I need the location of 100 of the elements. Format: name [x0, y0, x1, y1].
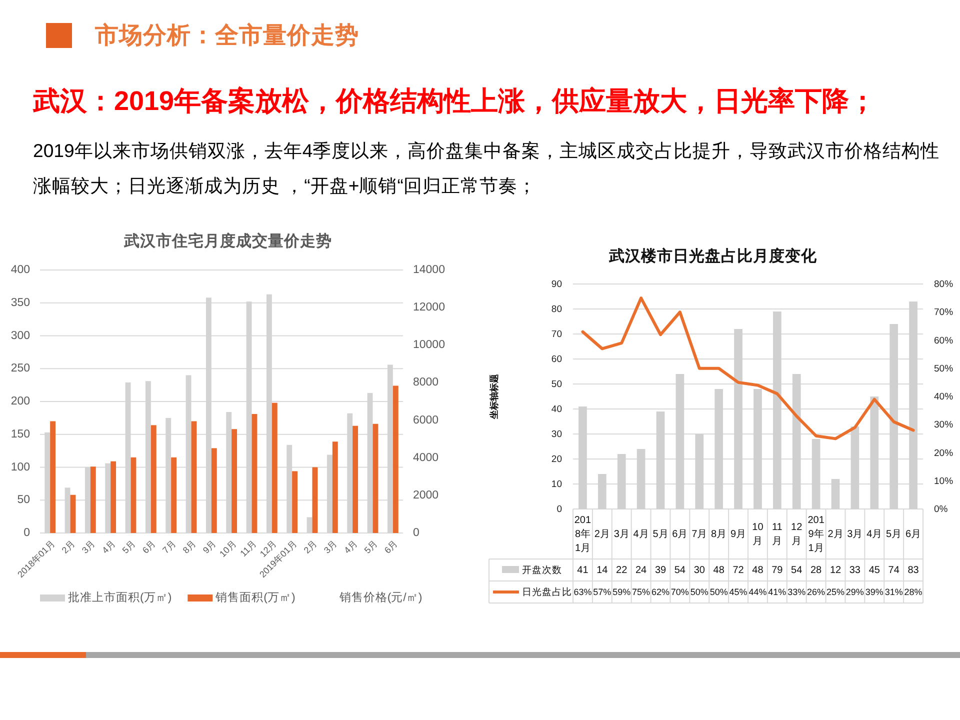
x-tick-label: 2月: [302, 538, 319, 556]
data-label: 70%: [670, 587, 689, 597]
data-label: 59%: [612, 587, 631, 597]
data-label: 33: [849, 564, 861, 576]
bar: [332, 442, 338, 533]
x-tick-label: 4月: [100, 538, 118, 556]
x-tick-label: 9月: [200, 538, 218, 556]
bar: [50, 421, 56, 533]
data-label: 39%: [865, 587, 884, 597]
chart-title: 武汉楼市日光盘占比月度变化: [608, 246, 818, 265]
text: 2019年以来市场供销双涨，去年4季度以来，高价盘集中备案，主城区成交占比提升，导致武汉市价格结构性涨幅较大；日光逐渐成为历史 ，“开盘+顺销“回归正常节奏；: [33, 140, 940, 196]
y-tick-label: 250: [10, 362, 30, 375]
data-label: 79: [772, 564, 784, 576]
x-tick-label: 12月: [791, 522, 803, 546]
data-label: 24: [635, 564, 648, 576]
y2-tick-label: 2000: [413, 489, 439, 502]
x-tick-label: 7月: [692, 528, 708, 540]
y-tick-label: 90: [551, 278, 562, 290]
data-label: 29%: [846, 587, 864, 597]
x-tick-label: 2018年1月: [574, 514, 592, 554]
data-label: 22: [616, 564, 628, 576]
x-tick-label: 4月: [342, 538, 360, 556]
bar: [110, 461, 116, 533]
bar: [171, 457, 177, 533]
x-tick-label: 8月: [711, 528, 727, 540]
bar: [90, 466, 96, 533]
data-label: 74: [888, 564, 900, 576]
y2-tick-label: 60%: [934, 334, 954, 346]
data-label: 83: [908, 564, 920, 576]
bar: [211, 448, 217, 533]
data-label: 30: [694, 564, 706, 576]
x-tick-label: 2019年1月: [808, 514, 825, 554]
bar: [392, 386, 398, 533]
legend-label: 开盘次数: [522, 564, 562, 576]
y2-tick-label: 14000: [413, 264, 445, 276]
y-tick-label: 400: [10, 264, 30, 276]
y-tick-label: 300: [10, 330, 30, 342]
x-tick-label: 2月: [594, 528, 610, 540]
x-tick-label: 6月: [672, 528, 688, 540]
legend-label: 批准上市面积(万㎡): [68, 590, 172, 604]
data-label: 63%: [574, 587, 592, 597]
x-tick-label: 4月: [633, 528, 649, 540]
x-tick-label: 3月: [847, 528, 863, 540]
data-label: 75%: [632, 587, 650, 597]
data-label: 12: [830, 564, 842, 576]
x-tick-label: 5月: [120, 538, 138, 556]
data-label: 25%: [826, 587, 845, 597]
data-label: 14: [596, 564, 608, 576]
y-tick-label: 200: [10, 396, 30, 408]
y-tick-label: 0: [24, 527, 30, 539]
data-label: 45: [868, 564, 880, 576]
y-tick-label: 350: [10, 296, 30, 309]
x-tick-label: 6月: [905, 528, 922, 540]
bar: [150, 425, 156, 533]
x-tick-label: 2月: [60, 538, 77, 556]
bar: [372, 424, 378, 533]
legend-label: 销售面积(万㎡): [214, 591, 296, 604]
y-tick-label: 40: [551, 404, 562, 414]
y-tick-label: 60: [551, 354, 562, 364]
text: 武汉：2019年备案放松，价格结构性上涨，供应量放大，日光率下降；: [32, 86, 876, 116]
x-tick-label: 9月: [730, 528, 746, 540]
data-label: 45%: [729, 587, 748, 597]
y-tick-label: 50: [551, 378, 562, 390]
y2-tick-label: 8000: [413, 376, 439, 389]
y-tick-label: 100: [10, 461, 30, 474]
x-tick-label: 4月: [866, 528, 882, 540]
y2-tick-label: 20%: [934, 447, 954, 458]
bar: [306, 517, 312, 533]
data-label: 54: [791, 564, 803, 576]
y-tick-label: 80: [551, 304, 562, 314]
y-tick-label: 70: [551, 328, 562, 340]
x-tick-label: 8月: [180, 538, 198, 556]
y2-tick-label: 0: [413, 527, 420, 539]
x-tick-label: 11月: [238, 538, 258, 559]
bar: [232, 429, 238, 533]
y2-tick-label: 10000: [413, 339, 445, 352]
data-label: 41%: [768, 587, 786, 597]
text: 市场分析：全市量价走势: [94, 22, 359, 48]
y-tick-label: 50: [17, 494, 30, 506]
x-tick-label: 10月: [218, 538, 238, 559]
y-tick-label: 30: [551, 428, 562, 440]
bar: [191, 421, 197, 533]
y-tick-label: 20: [551, 454, 562, 464]
bar: [130, 457, 136, 533]
data-label: 72: [732, 564, 744, 576]
y2-tick-label: 10%: [934, 475, 954, 486]
y2-tick-label: 4000: [413, 452, 439, 464]
x-tick-label: 2月: [828, 528, 844, 540]
x-tick-label: 11月: [772, 522, 783, 546]
bar: [352, 426, 358, 533]
x-tick-label: 3月: [80, 538, 97, 556]
data-label: 33%: [788, 587, 806, 597]
x-tick-label: 5月: [652, 528, 668, 540]
legend-label: 日光盘占比: [522, 586, 572, 598]
x-tick-label: 10月: [752, 522, 764, 546]
data-label: 62%: [651, 587, 670, 597]
data-label: 26%: [807, 587, 826, 597]
bar: [70, 494, 76, 533]
x-tick-label: 6月: [140, 538, 158, 556]
data-label: 44%: [748, 587, 767, 597]
